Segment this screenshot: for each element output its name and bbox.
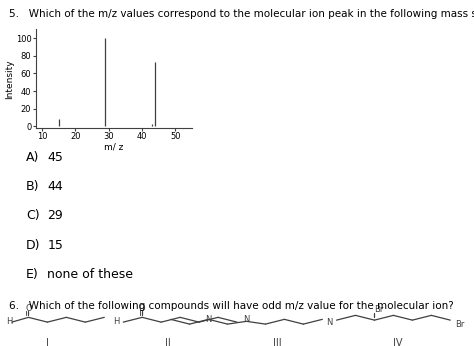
Text: A): A) (26, 151, 39, 164)
X-axis label: m/ z: m/ z (104, 143, 123, 152)
Text: H: H (113, 317, 119, 326)
Text: 6.   Which of the following compounds will have odd m/z value for the molecular : 6. Which of the following compounds will… (9, 301, 454, 311)
Text: none of these: none of these (47, 268, 133, 281)
Text: I: I (46, 338, 49, 346)
Text: Br: Br (455, 320, 465, 329)
Text: B): B) (26, 180, 39, 193)
Text: 5.   Which of the m/z values correspond to the molecular ion peak in the followi: 5. Which of the m/z values correspond to… (9, 9, 474, 19)
Text: O: O (25, 304, 32, 313)
Text: O: O (139, 304, 146, 313)
Text: 29: 29 (47, 209, 63, 222)
Text: 44: 44 (47, 180, 63, 193)
Text: 45: 45 (47, 151, 63, 164)
Text: N: N (326, 318, 333, 327)
Text: N: N (243, 315, 250, 324)
Text: C): C) (26, 209, 40, 222)
Text: D): D) (26, 239, 41, 252)
Text: IV: IV (393, 338, 403, 346)
Y-axis label: Intensity: Intensity (5, 59, 14, 99)
Text: 15: 15 (47, 239, 63, 252)
Text: H: H (6, 317, 13, 326)
Text: N: N (205, 315, 212, 324)
Text: III: III (273, 338, 282, 346)
Text: Br: Br (374, 305, 384, 314)
Text: E): E) (26, 268, 39, 281)
Text: II: II (165, 338, 171, 346)
